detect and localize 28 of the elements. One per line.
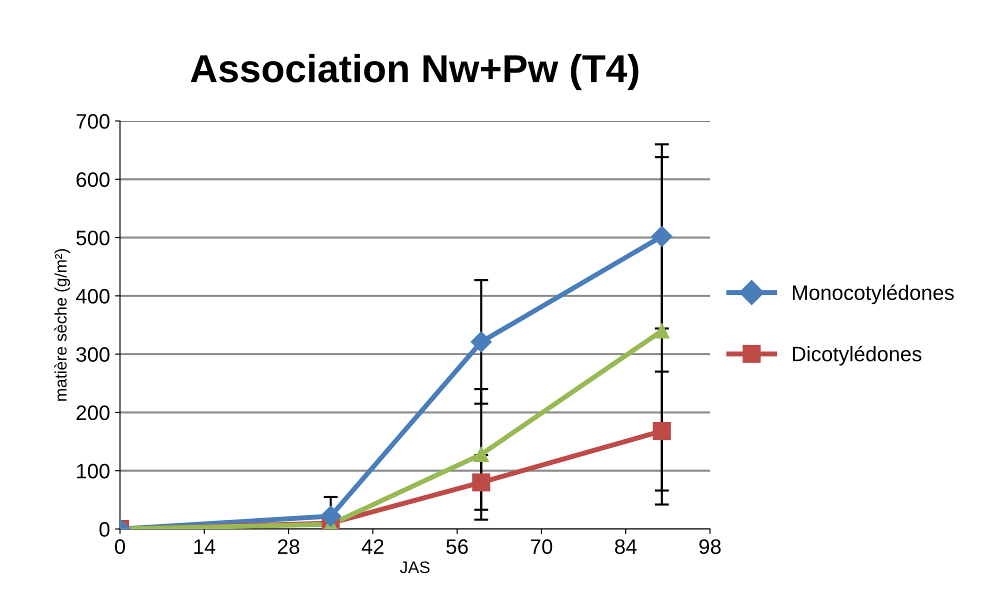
y-tick-label: 700 [76, 114, 110, 129]
x-tick-label: 0 [115, 539, 125, 554]
y-tick-label: 300 [76, 347, 110, 362]
x-tick-label: 28 [278, 539, 300, 554]
chart-title: Association Nw+Pw (T4) [190, 54, 638, 90]
y-tick-label: 600 [76, 172, 110, 188]
x-axis-title: JAS [400, 561, 430, 574]
point [320, 506, 342, 527]
legend-label: Monocotylédones [792, 284, 954, 304]
x-tick-label: 14 [194, 539, 216, 554]
y-tick-label: 400 [76, 288, 110, 304]
y-tick-label: 0 [100, 522, 110, 537]
x-tick-label: 84 [615, 539, 637, 554]
y-tick-label: 500 [76, 230, 110, 246]
point [474, 446, 489, 462]
y-tick-label: 200 [76, 405, 110, 420]
point [654, 323, 670, 338]
point [470, 331, 492, 352]
y-tick-label: 100 [77, 464, 110, 478]
y-axis-title: matière sèche (g/m²) [54, 249, 70, 401]
point [651, 226, 672, 247]
x-tick-label: 70 [530, 539, 552, 554]
x-tick-label: 98 [699, 539, 721, 554]
legend-label: Dicotylédones [792, 346, 922, 366]
point [472, 473, 490, 492]
x-tick-label: 56 [446, 539, 468, 554]
point [652, 422, 671, 440]
x-tick-label: 42 [362, 539, 384, 554]
